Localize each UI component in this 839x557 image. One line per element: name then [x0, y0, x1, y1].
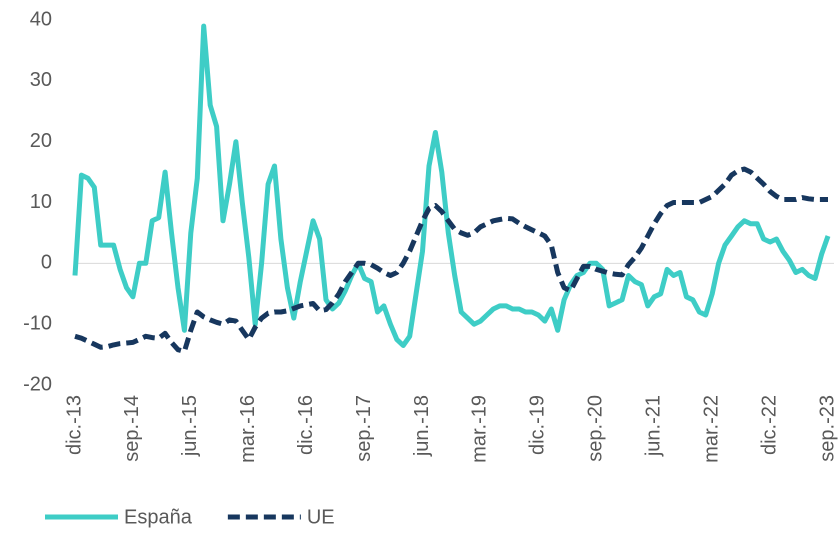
x-tick-label: dic.-16 [295, 395, 317, 455]
x-tick-label: sep.-20 [585, 395, 607, 462]
x-tick-label: dic.-19 [527, 395, 549, 455]
legend-label: UE [307, 506, 335, 528]
legend-label: España [124, 506, 193, 528]
x-tick-label: sep.-23 [816, 395, 838, 462]
y-tick-label: 0 [41, 252, 52, 274]
x-tick-label: mar.-19 [469, 395, 491, 463]
y-tick-label: 30 [30, 69, 52, 91]
x-tick-label: jun.-21 [643, 395, 665, 457]
y-tick-label: 20 [30, 130, 52, 152]
x-tick-label: dic.-13 [63, 395, 85, 455]
series-line [74, 166, 828, 354]
x-tick-label: sep.-17 [353, 395, 375, 462]
y-tick-label: 10 [30, 191, 52, 213]
x-tick-label: mar.-16 [237, 395, 259, 463]
y-tick-label: -10 [23, 312, 52, 334]
y-tick-label: 40 [30, 8, 52, 30]
x-tick-label: dic.-22 [758, 395, 780, 455]
x-tick-label: mar.-22 [700, 395, 722, 463]
y-tick-label: -20 [23, 373, 52, 395]
series-line [72, 23, 831, 348]
x-tick-label: sep.-14 [121, 395, 143, 462]
x-tick-label: jun.-18 [411, 395, 433, 457]
x-tick-label: jun.-15 [179, 395, 201, 457]
